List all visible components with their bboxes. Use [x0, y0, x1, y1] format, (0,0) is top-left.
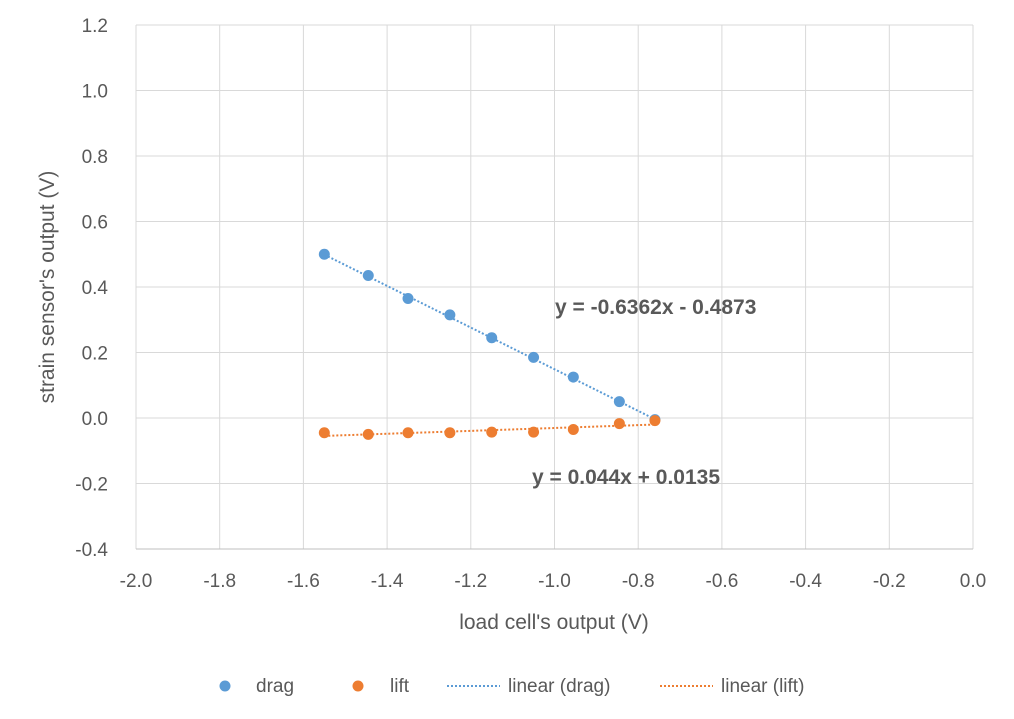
- trendline-equation-lift: y = 0.044x + 0.0135: [532, 466, 720, 489]
- x-tick-label: -1.4: [371, 571, 404, 592]
- trendlines: [323, 253, 656, 437]
- data-point-drag: [444, 309, 456, 321]
- x-tick-label: -0.8: [622, 571, 655, 592]
- data-point-drag: [567, 371, 579, 383]
- data-point-lift: [362, 428, 374, 440]
- x-tick-label: 0.0: [960, 571, 986, 592]
- legend-label-linear-drag: linear (drag): [508, 676, 610, 697]
- x-tick-label: -1.0: [538, 571, 571, 592]
- x-tick-label: -0.6: [706, 571, 739, 592]
- y-axis-title: strain sensor's output (V): [36, 171, 59, 404]
- trendline-equation-drag: y = -0.6362x - 0.4873: [555, 296, 756, 319]
- y-tick-label: 0.6: [82, 213, 108, 234]
- data-point-lift: [649, 415, 661, 427]
- data-point-lift: [444, 427, 456, 439]
- legend-label-drag: drag: [256, 676, 294, 697]
- legend-label-lift: lift: [390, 676, 410, 697]
- x-tick-label: -1.8: [203, 571, 236, 592]
- y-tick-label: -0.2: [75, 475, 108, 496]
- data-point-lift: [402, 427, 414, 439]
- data-point-lift: [567, 423, 579, 435]
- legend-marker-lift: [352, 680, 364, 692]
- data-point-drag: [362, 270, 374, 282]
- data-point-lift: [486, 426, 498, 438]
- y-tick-label: 1.0: [82, 82, 108, 103]
- data-point-drag: [613, 396, 625, 408]
- data-point-lift: [613, 418, 625, 430]
- y-axis-ticks: -0.4 -0.2 0.0 0.2 0.4 0.6 0.8 1.0 1.2: [75, 16, 108, 561]
- data-point-lift: [318, 427, 330, 439]
- data-point-drag: [318, 248, 330, 260]
- x-axis-ticks: -2.0 -1.8 -1.6 -1.4 -1.2 -1.0 -0.8 -0.6 -0.4 -0.2…: [120, 571, 987, 592]
- data-point-drag: [402, 292, 414, 304]
- y-tick-label: 0.4: [82, 278, 109, 299]
- x-axis-title: load cell's output (V): [459, 611, 649, 634]
- data-points: [318, 248, 661, 440]
- grid-lines: [135, 24, 974, 550]
- y-tick-label: -0.4: [75, 540, 108, 561]
- x-tick-label: -1.6: [287, 571, 320, 592]
- legend: drag lift linear (drag) linear (lift): [219, 676, 804, 697]
- x-tick-label: -0.4: [789, 571, 822, 592]
- y-tick-label: 0.2: [82, 344, 108, 365]
- legend-label-linear-lift: linear (lift): [721, 676, 804, 697]
- data-point-drag: [528, 351, 540, 363]
- x-tick-label: -1.2: [454, 571, 487, 592]
- x-tick-label: -0.2: [873, 571, 906, 592]
- data-point-drag: [486, 332, 498, 344]
- x-tick-label: -2.0: [120, 571, 153, 592]
- y-tick-label: 0.0: [82, 409, 108, 430]
- legend-marker-drag: [219, 680, 231, 692]
- data-point-lift: [528, 426, 540, 438]
- y-tick-label: 1.2: [82, 16, 108, 37]
- y-tick-label: 0.8: [82, 147, 108, 168]
